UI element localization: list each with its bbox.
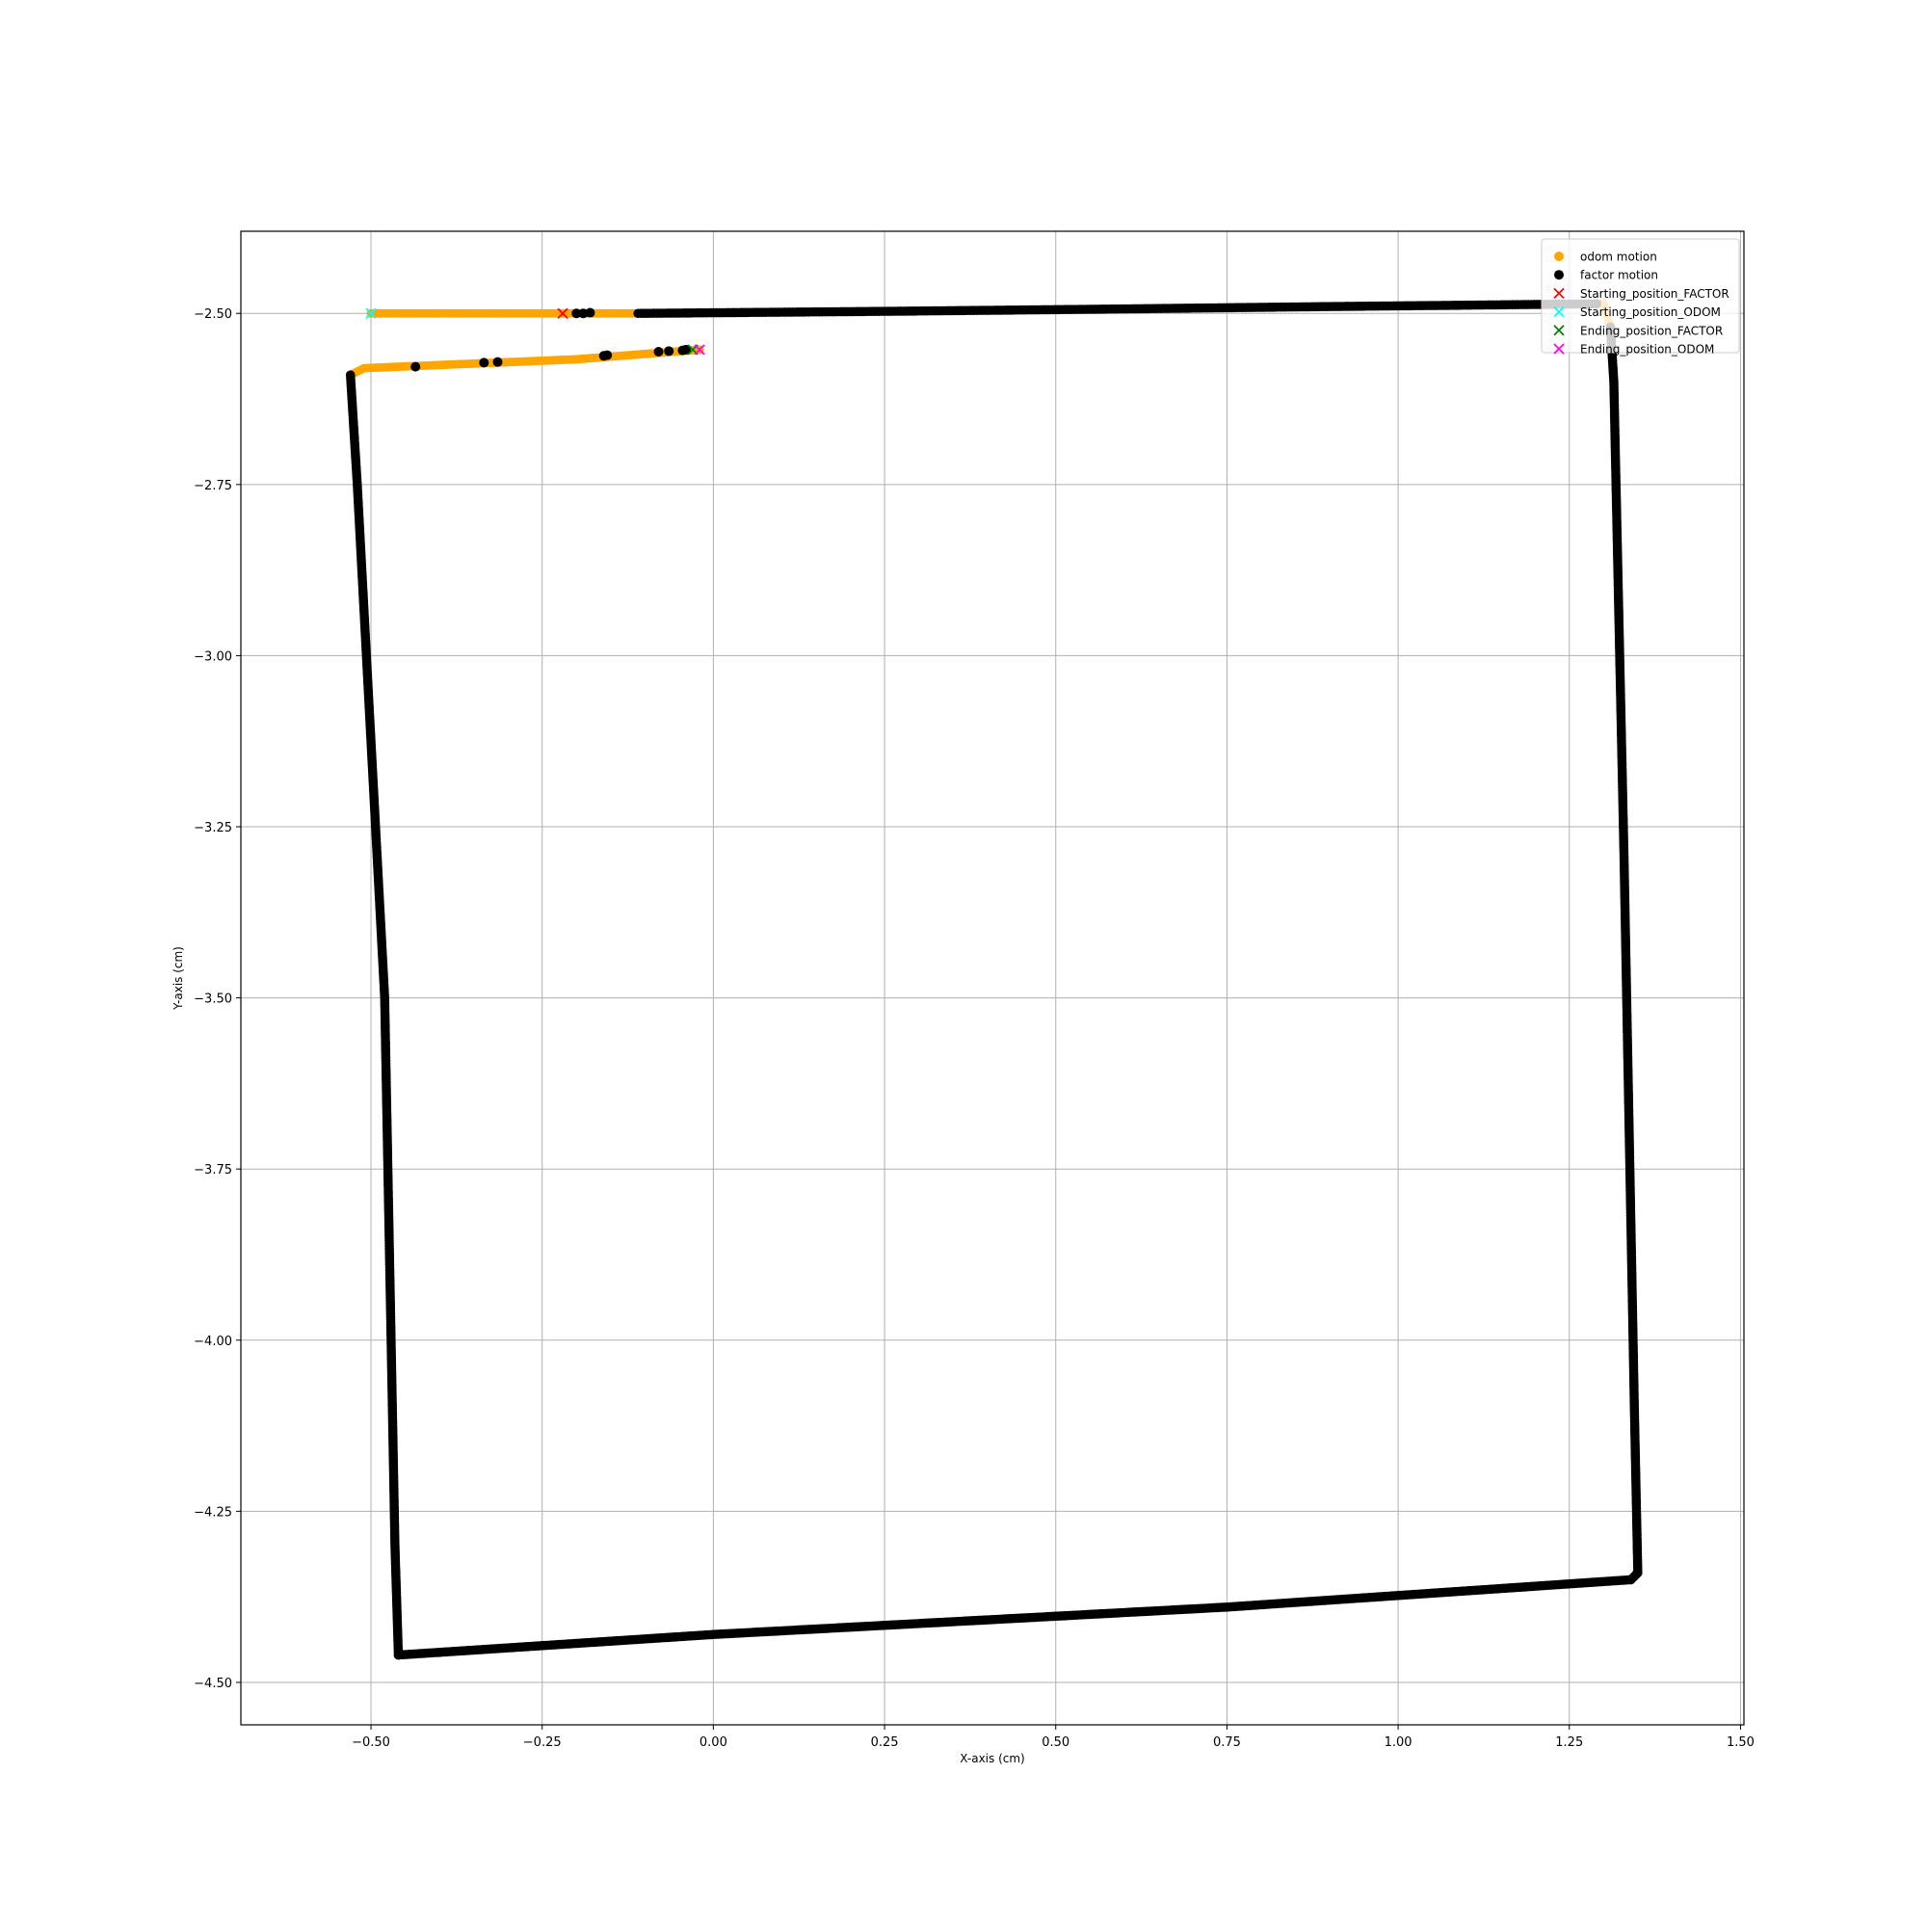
factor-motion-point (345, 370, 356, 380)
legend-label: Ending_position_FACTOR (1580, 324, 1723, 337)
legend-marker-ending-position-odom (1553, 343, 1565, 355)
y-tick-label: −3.25 (194, 821, 232, 835)
plot-frame (240, 230, 1745, 1726)
y-tick-label: −2.75 (194, 479, 232, 493)
legend-label: odom motion (1580, 251, 1657, 264)
x-tick-label: 0.25 (871, 1735, 899, 1750)
factor-motion-point (492, 357, 503, 367)
factor-motion-point (680, 344, 691, 355)
factor-motion-point (664, 346, 674, 357)
factor-motion-point (571, 308, 582, 319)
x-tick-label: 0.00 (700, 1735, 727, 1750)
x-tick-label: −0.50 (352, 1735, 390, 1750)
x-tick-label: 0.50 (1042, 1735, 1069, 1750)
x-tick-label: 0.75 (1213, 1735, 1241, 1750)
legend: odom motion factor motion Starting_positio… (1541, 238, 1740, 357)
y-tick-label: −2.50 (194, 307, 232, 322)
x-tick-label: 1.50 (1727, 1735, 1755, 1750)
y-tick-label: −4.00 (194, 1335, 232, 1349)
y-tick-label: −4.25 (194, 1505, 232, 1520)
y-axis-label: Y-axis (cm) (172, 946, 185, 1011)
legend-marker-starting-position-odom (1553, 305, 1565, 318)
starting-position-factor-marker (557, 307, 568, 319)
starting-position-odom-marker (365, 307, 377, 319)
x-tick-label: −0.25 (523, 1735, 562, 1750)
y-tick-label: −3.50 (194, 992, 232, 1007)
legend-label: Ending_position_ODOM (1580, 343, 1714, 357)
legend-label: Starting_position_FACTOR (1580, 287, 1729, 301)
y-tick-label: −3.75 (194, 1163, 232, 1178)
factor-motion-point (479, 357, 489, 368)
factor-motion-point (598, 351, 609, 361)
factor-motion-point (585, 307, 595, 318)
data-layer (345, 299, 1643, 1660)
factor-motion-point (410, 361, 421, 372)
tick-layer: −0.50 −0.25 0.00 0.25 0.50 0.75 1.00 1.25 1.50 −2… (194, 307, 1755, 1750)
legend-label: Starting_position_ODOM (1580, 305, 1721, 319)
y-tick-label: −4.50 (194, 1677, 232, 1691)
x-tick-label: 1.25 (1555, 1735, 1583, 1750)
x-axis-label: X-axis (cm) (960, 1752, 1024, 1765)
ending-position-odom-marker (694, 344, 705, 356)
legend-marker-odom-motion (1554, 251, 1564, 261)
legend-marker-factor-motion (1554, 270, 1564, 280)
legend-frame (1541, 238, 1740, 354)
legend-marker-starting-position-factor (1553, 287, 1565, 300)
factor-motion-point (653, 347, 664, 357)
y-tick-label: −3.00 (194, 649, 232, 664)
grid-layer (241, 231, 1744, 1725)
x-tick-label: 1.00 (1385, 1735, 1412, 1750)
legend-marker-ending-position-factor (1553, 325, 1565, 336)
legend-label: factor motion (1580, 269, 1658, 282)
